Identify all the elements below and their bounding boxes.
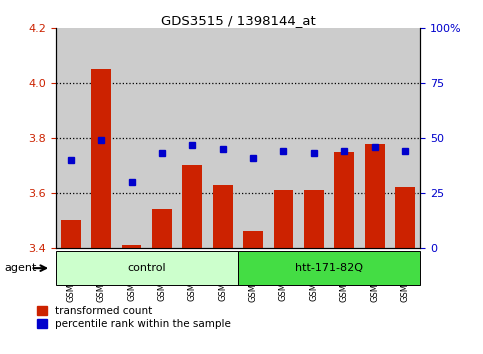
Bar (243, 231, 263, 248)
Title: GDS3515 / 1398144_at: GDS3515 / 1398144_at (160, 14, 315, 27)
Bar (365, 143, 384, 248)
Bar (334, 152, 354, 248)
Text: agent: agent (5, 263, 37, 273)
Bar (152, 209, 172, 248)
Text: control: control (128, 263, 166, 273)
Bar (183, 165, 202, 248)
Legend: transformed count, percentile rank within the sample: transformed count, percentile rank withi… (37, 306, 231, 329)
Bar (238, 251, 420, 285)
Bar (304, 190, 324, 248)
Bar (56, 251, 238, 285)
Bar (122, 245, 142, 248)
Bar (91, 69, 111, 248)
Bar (213, 185, 232, 248)
Bar (273, 190, 293, 248)
Bar (395, 187, 415, 248)
Bar (61, 220, 81, 248)
Text: htt-171-82Q: htt-171-82Q (295, 263, 363, 273)
